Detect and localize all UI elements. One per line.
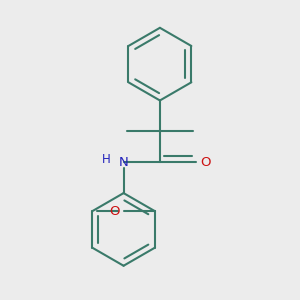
Text: O: O (110, 205, 120, 218)
Text: N: N (119, 156, 128, 169)
Text: O: O (200, 156, 211, 169)
Text: H: H (102, 153, 111, 166)
